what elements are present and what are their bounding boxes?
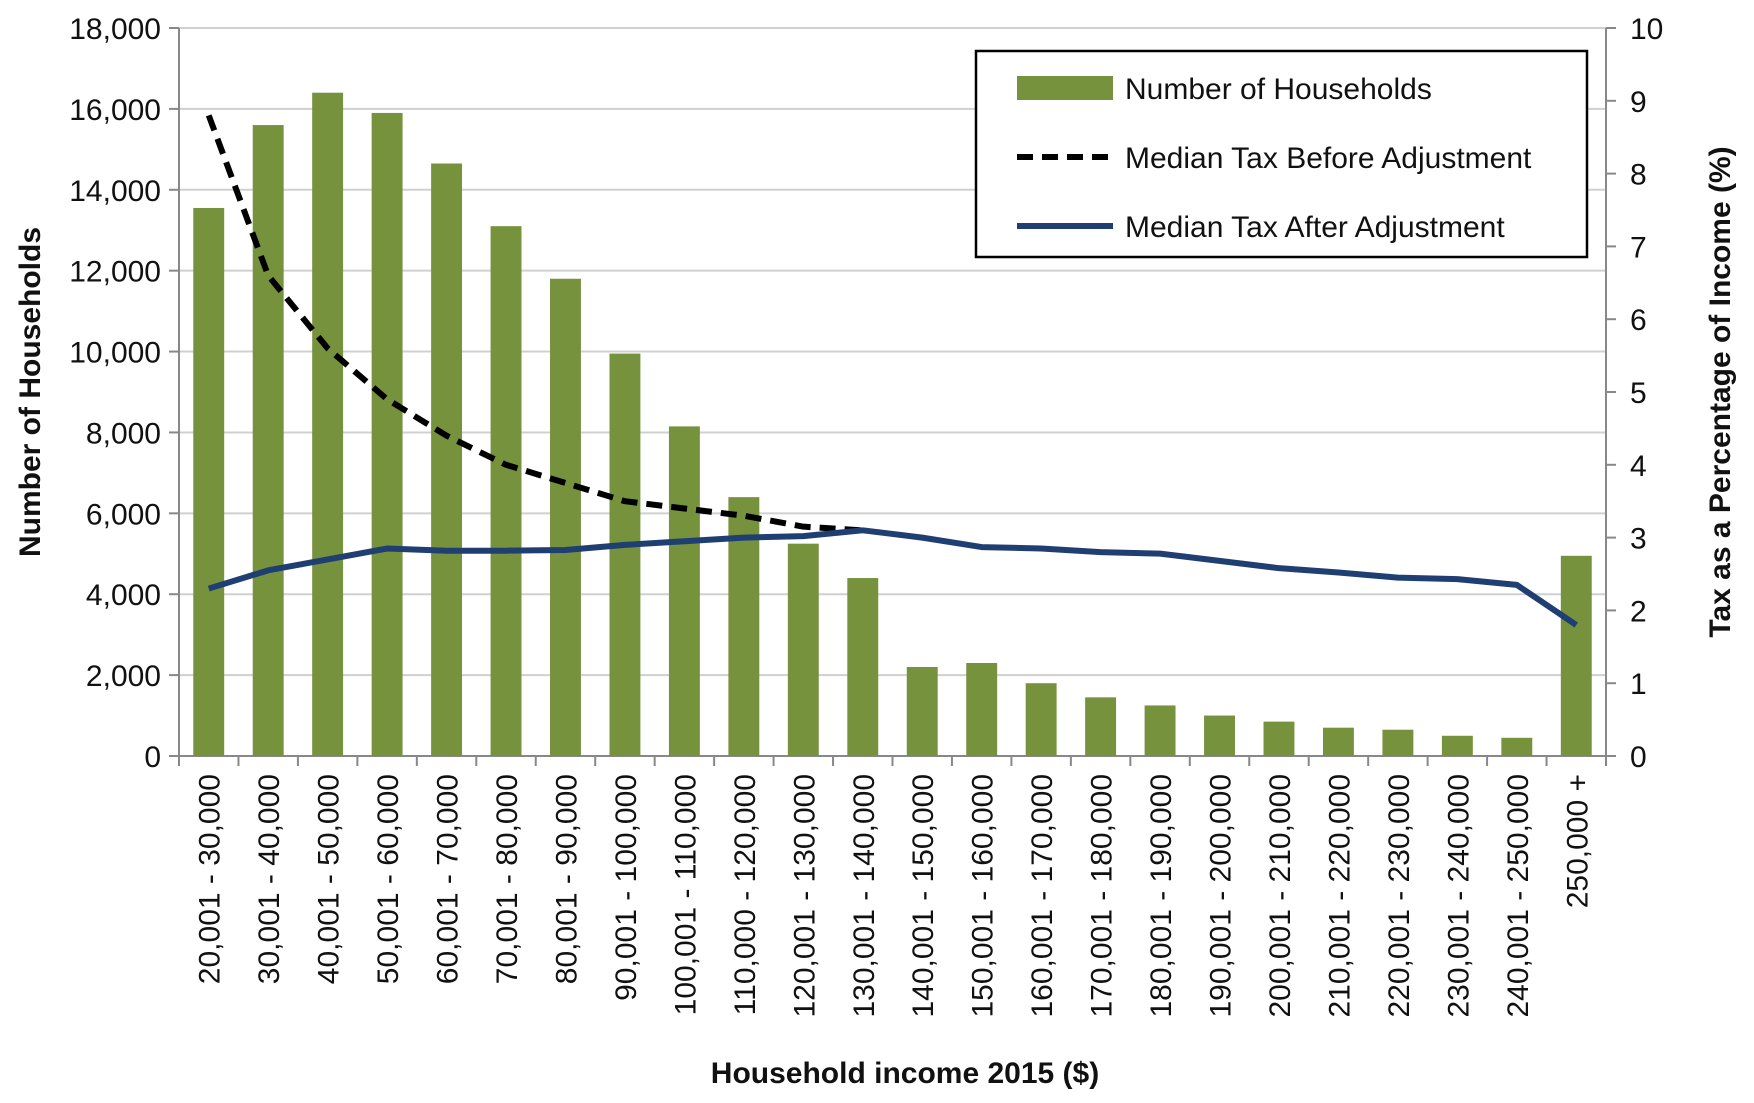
bar bbox=[787, 543, 819, 756]
legend-label: Median Tax Before Adjustment bbox=[1125, 142, 1532, 175]
y-tick-label: 2,000 bbox=[86, 660, 161, 693]
legend-label: Number of Households bbox=[1125, 73, 1432, 106]
x-tick-label: 30,001 - 40,000 bbox=[253, 774, 286, 984]
x-tick-label: 40,001 - 50,000 bbox=[313, 774, 346, 984]
x-tick-label: 20,001 - 30,000 bbox=[194, 774, 227, 984]
y-tick-label: 14,000 bbox=[69, 175, 161, 208]
x-tick-label: 190,001 - 200,000 bbox=[1205, 774, 1238, 1018]
x-tick-label: 130,001 - 140,000 bbox=[848, 774, 881, 1018]
bar bbox=[252, 125, 284, 757]
y-tick-label: 16,000 bbox=[69, 94, 161, 127]
bar bbox=[609, 353, 641, 756]
legend-swatch bbox=[1017, 76, 1113, 100]
x-tick-label: 240,001 - 250,000 bbox=[1502, 774, 1535, 1018]
y2-tick-label: 5 bbox=[1630, 377, 1647, 410]
y2-tick-label: 0 bbox=[1630, 741, 1647, 774]
bar bbox=[550, 278, 581, 756]
x-axis-title: Household income 2015 ($) bbox=[711, 1057, 1099, 1090]
bar bbox=[906, 667, 938, 756]
x-tick-label: 180,001 - 190,000 bbox=[1145, 774, 1178, 1018]
bar bbox=[193, 207, 225, 756]
bar bbox=[1441, 735, 1473, 756]
legend-label: Median Tax After Adjustment bbox=[1125, 211, 1505, 244]
y2-tick-label: 3 bbox=[1630, 523, 1647, 556]
line bbox=[207, 527, 1578, 628]
bar bbox=[312, 92, 344, 756]
y-tick-label: 6,000 bbox=[86, 498, 161, 531]
y-tick-label: 0 bbox=[144, 741, 161, 774]
x-tick-label: 110,000 - 120,000 bbox=[729, 774, 762, 1015]
y2-tick-label: 8 bbox=[1630, 159, 1647, 192]
y2-tick-label: 2 bbox=[1630, 595, 1647, 628]
x-tick-label: 140,001 - 150,000 bbox=[907, 774, 940, 1018]
x-tick-label: 220,001 - 230,000 bbox=[1383, 774, 1416, 1018]
x-tick-label: 230,001 - 240,000 bbox=[1442, 774, 1475, 1018]
x-tick-label: 50,001 - 60,000 bbox=[372, 774, 405, 984]
bar bbox=[1382, 729, 1414, 756]
bar bbox=[1322, 727, 1354, 756]
x-tick-label: 70,001 - 80,000 bbox=[491, 774, 524, 984]
bar bbox=[1144, 705, 1176, 756]
x-tick-label: 200,001 - 210,000 bbox=[1264, 774, 1297, 1018]
y-tick-label: 12,000 bbox=[69, 256, 161, 289]
x-tick-label: 150,001 - 160,000 bbox=[967, 774, 1000, 1018]
bar bbox=[1560, 555, 1592, 756]
x-tick-label: 250,000 + bbox=[1561, 774, 1594, 908]
y-tick-label: 4,000 bbox=[86, 579, 161, 612]
x-tick-label: 170,001 - 180,000 bbox=[1086, 774, 1119, 1018]
y-tick-label: 10,000 bbox=[69, 337, 161, 370]
bar bbox=[1263, 721, 1295, 756]
bar bbox=[847, 578, 879, 756]
y-tick-label: 8,000 bbox=[86, 417, 161, 450]
x-tick-label: 120,001 - 130,000 bbox=[788, 774, 821, 1018]
y-axis-title: Number of Households bbox=[14, 227, 47, 557]
bar bbox=[371, 112, 403, 756]
bar bbox=[431, 163, 463, 756]
y2-tick-label: 4 bbox=[1630, 450, 1647, 483]
x-tick-label: 80,001 - 90,000 bbox=[550, 774, 583, 984]
bar bbox=[1025, 683, 1057, 756]
y2-tick-label: 10 bbox=[1630, 13, 1663, 46]
y2-tick-label: 7 bbox=[1630, 231, 1647, 264]
bar bbox=[1204, 715, 1235, 756]
bar bbox=[1085, 697, 1117, 756]
bar bbox=[966, 662, 998, 756]
x-tick-label: 60,001 - 70,000 bbox=[432, 774, 465, 984]
y2-tick-label: 9 bbox=[1630, 86, 1647, 119]
bar bbox=[668, 426, 700, 756]
x-tick-label: 100,001 - 110,000 bbox=[669, 774, 702, 1015]
x-tick-label: 160,001 - 170,000 bbox=[1026, 774, 1059, 1018]
x-tick-label: 90,001 - 100,000 bbox=[610, 774, 643, 1001]
y2-tick-label: 6 bbox=[1630, 304, 1647, 337]
y-tick-label: 18,000 bbox=[69, 13, 161, 46]
line bbox=[205, 114, 863, 534]
y2-axis-title: Tax as a Percentage of Income (%) bbox=[1704, 146, 1737, 637]
bar bbox=[1501, 737, 1533, 756]
y2-tick-label: 1 bbox=[1630, 668, 1647, 701]
bar bbox=[490, 226, 522, 756]
x-tick-label: 210,001 - 220,000 bbox=[1323, 774, 1356, 1018]
